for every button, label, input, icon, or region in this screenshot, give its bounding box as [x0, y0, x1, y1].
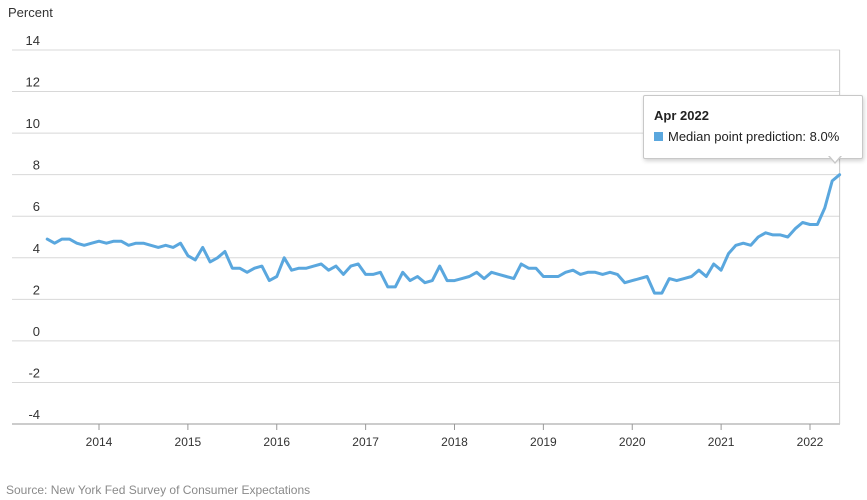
- x-tick-label: 2020: [619, 435, 646, 449]
- y-tick-label: -2: [28, 365, 40, 380]
- y-tick-label: -4: [28, 407, 40, 422]
- y-tick-label: 6: [33, 199, 40, 214]
- x-tick-label: 2021: [708, 435, 735, 449]
- source-note: Source: New York Fed Survey of Consumer …: [6, 483, 311, 497]
- tooltip-pointer-fill: [829, 155, 841, 162]
- tooltip-value: Median point prediction: 8.0%: [668, 129, 840, 144]
- series-line-median-point-prediction[interactable]: [45, 173, 842, 295]
- y-tick-label: 0: [33, 324, 40, 339]
- y-tick-label: 10: [26, 116, 40, 131]
- x-tick-label: 2014: [86, 435, 113, 449]
- y-axis-tick-labels: -4 -2 0 2 4 6 8 10 12 14: [26, 33, 40, 422]
- gridlines: [12, 49, 840, 425]
- x-tick-label: 2022: [797, 435, 824, 449]
- series-layer[interactable]: [45, 173, 842, 295]
- x-tick-label: 2019: [530, 435, 557, 449]
- y-axis-title: Percent: [8, 5, 53, 20]
- y-tick-label: 8: [33, 158, 40, 173]
- y-tick-label: 12: [26, 75, 40, 90]
- tooltip-row: Median point prediction: 8.0%: [654, 129, 839, 144]
- x-tick-label: 2015: [175, 435, 202, 449]
- x-tick-label: 2018: [441, 435, 468, 449]
- y-tick-label: 4: [33, 241, 40, 256]
- x-tick-label: 2017: [352, 435, 379, 449]
- x-tick-label: 2016: [263, 435, 290, 449]
- series-color-swatch: [654, 132, 663, 141]
- tooltip-date: Apr 2022: [654, 108, 709, 123]
- y-tick-label: 14: [26, 33, 40, 48]
- x-axis: 2014 2015 2016 2017 2018 2019 2020 2021 2022: [12, 423, 840, 449]
- y-tick-label: 2: [33, 282, 40, 297]
- data-tooltip: Apr 2022 Median point prediction: 8.0%: [643, 95, 863, 159]
